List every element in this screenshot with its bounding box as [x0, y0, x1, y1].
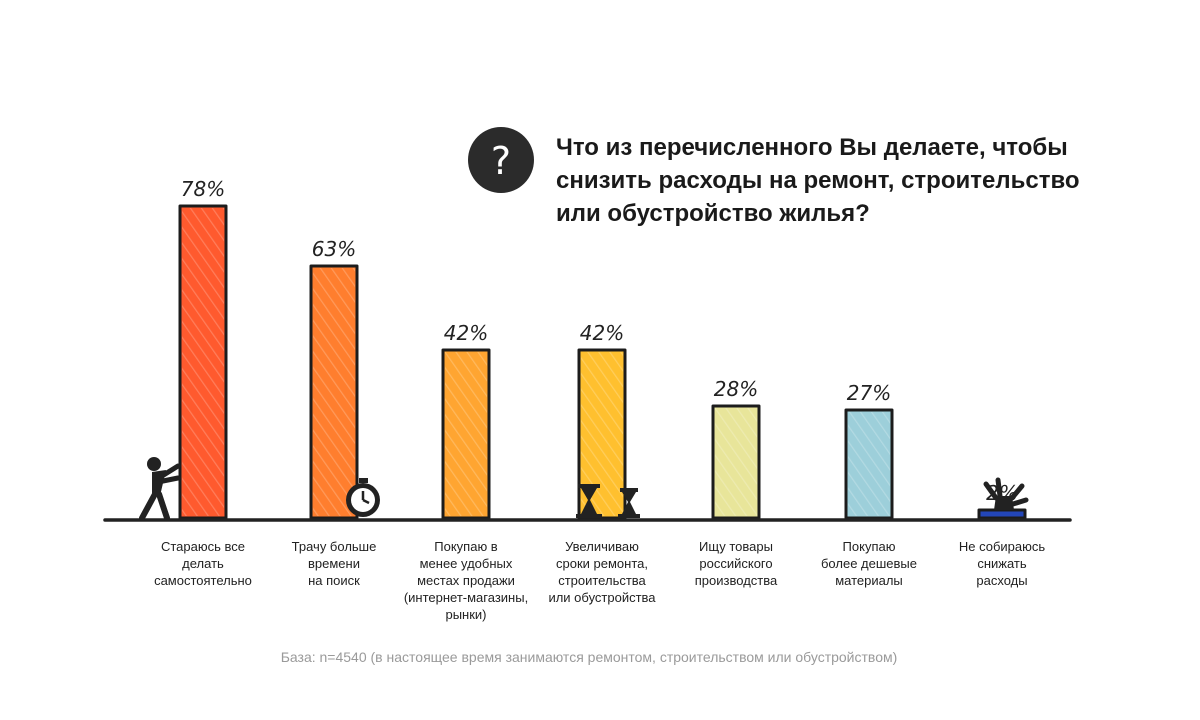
category-label: Увеличиваю сроки ремонта, строительства или…: [548, 539, 656, 605]
bar-texture: [715, 408, 757, 516]
value-label: 28%: [714, 377, 758, 401]
question-glyph: ?: [491, 139, 511, 183]
stopwatch-icon: [346, 478, 380, 517]
category-label-line: рынки): [445, 607, 486, 622]
base-note: База: n=4540 (в настоящее время занимают…: [281, 649, 898, 665]
category-label-line: производства: [695, 573, 778, 588]
title-line: снизить расходы на ремонт, строительство: [556, 167, 1080, 194]
category-label-line: делать: [182, 556, 224, 571]
title-line: или обустройство жилья?: [556, 200, 870, 227]
value-label: 42%: [580, 321, 624, 345]
bar: [977, 508, 1027, 520]
hourglass-icon: [576, 484, 640, 518]
category-label-line: (интернет-магазины,: [404, 590, 528, 605]
category-label-line: сроки ремонта,: [556, 556, 648, 571]
category-label-line: Трачу больше: [292, 539, 377, 554]
category-label-line: на поиск: [308, 573, 360, 588]
decorations-group: [139, 457, 1029, 521]
category-label: Ищу товары российского производства: [695, 539, 778, 588]
category-label-line: менее удобных: [420, 556, 513, 571]
pushing-person-icon: [139, 457, 181, 521]
category-label-line: Покупаю: [843, 539, 896, 554]
category-label-line: или обустройства: [548, 590, 656, 605]
category-label-line: Не собираюсь: [959, 539, 1046, 554]
bar-texture: [848, 412, 890, 516]
bar-texture: [182, 208, 224, 516]
category-label-line: Покупаю в: [434, 539, 498, 554]
value-label: 42%: [444, 321, 488, 345]
category-label-line: Ищу товары: [699, 539, 773, 554]
category-labels-group: Стараюсь все делать самостоятельно Трачу бо…: [154, 539, 1045, 622]
category-label-line: российского: [699, 556, 772, 571]
category-label-line: снижать: [977, 556, 1027, 571]
category-label: Покупаю более дешевые материалы: [821, 539, 917, 588]
category-label-line: строительства: [558, 573, 646, 588]
bar-texture: [445, 352, 487, 516]
category-label-line: Увеличиваю: [565, 539, 639, 554]
value-label: 27%: [847, 381, 891, 405]
category-label: Трачу больше времени на поиск: [292, 539, 377, 588]
value-label: 63%: [312, 237, 356, 261]
hand-gesture-icon: [983, 477, 1029, 510]
bars-group: [178, 204, 1027, 520]
value-label: 78%: [181, 177, 225, 201]
title-line: Что из перечисленного Вы делаете, чтобы: [556, 134, 1068, 161]
category-label: Не собираюсь снижать расходы: [959, 539, 1046, 588]
chart-title: Что из перечисленного Вы делаете, чтобы …: [556, 134, 1086, 227]
category-label-line: расходы: [976, 573, 1027, 588]
category-label: Стараюсь все делать самостоятельно: [154, 539, 252, 588]
category-label-line: местах продажи: [417, 573, 515, 588]
category-label-line: самостоятельно: [154, 573, 252, 588]
category-label: Покупаю в менее удобных местах продажи (инт…: [404, 539, 528, 622]
bar-texture: [313, 268, 355, 516]
category-label-line: Стараюсь все: [161, 539, 245, 554]
question-circle-icon: ?: [468, 127, 534, 193]
category-label-line: материалы: [835, 573, 903, 588]
category-label-line: времени: [308, 556, 360, 571]
category-label-line: более дешевые: [821, 556, 917, 571]
